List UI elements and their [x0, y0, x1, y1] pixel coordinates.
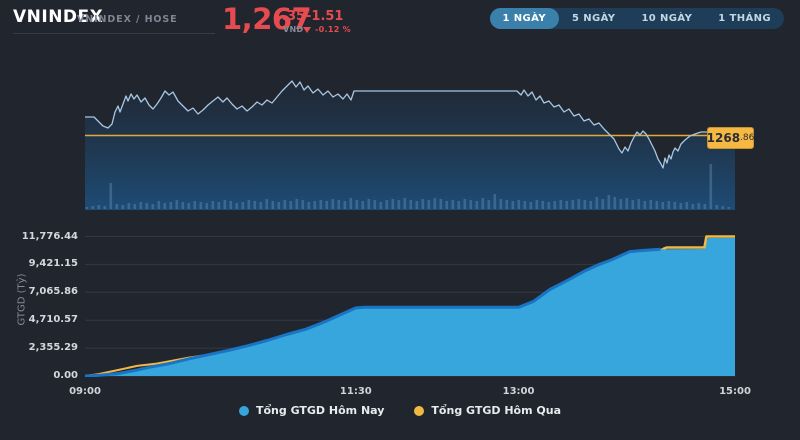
y-tick-label: 7,065.86 [28, 286, 78, 298]
index-subtitle: VNINDEX / HOSE [77, 14, 178, 25]
price-chart[interactable] [85, 60, 735, 210]
tab-1-tháng[interactable]: 1 THÁNG [718, 13, 771, 24]
page-title: VNINDEX [13, 7, 104, 27]
price-area [85, 81, 735, 210]
ref-price-label: 1268.86 [707, 127, 754, 149]
legend-item[interactable]: Tổng GTGD Hôm Nay [238, 404, 385, 417]
legend-label: Tổng GTGD Hôm Nay [255, 404, 385, 417]
x-tick-label: 11:30 [339, 386, 372, 397]
gtgd-yesterday-overlay [663, 235, 735, 250]
chart-legend: Tổng GTGD Hôm Nay Tổng GTGD Hôm Qua [0, 404, 800, 417]
period-tabs: 1 NGÀY 5 NGÀY 10 NGÀY 1 THÁNG [489, 8, 784, 29]
y-tick-label: 0.00 [53, 370, 78, 381]
legend-dot-icon [238, 405, 249, 416]
volume-bars [85, 164, 731, 209]
last-price: 1,267 [222, 2, 312, 36]
currency-label: VND [283, 25, 304, 34]
legend-item[interactable]: Tổng GTGD Hôm Qua [414, 404, 561, 417]
y-tick-label: 2,355.29 [28, 342, 78, 354]
gtgd-chart-svg [84, 235, 735, 378]
y-axis-title: GTGD (Tỷ) [16, 273, 28, 326]
arrow-down-icon [303, 26, 311, 33]
x-tick-label: 15:00 [719, 386, 751, 397]
gtgd-today-area [85, 237, 735, 376]
price-change-percent: -0.12 % [315, 25, 351, 34]
header-divider [13, 33, 215, 34]
gtgd-chart[interactable] [84, 230, 735, 378]
ref-price-decimal: .86 [740, 133, 755, 143]
tab-1-ngày[interactable]: 1 NGÀY [489, 8, 559, 29]
x-tick-label: 13:00 [502, 386, 535, 397]
last-price-decimal: .35 [282, 9, 306, 24]
price-change: -1.51 [306, 9, 344, 24]
price-chart-svg [85, 80, 735, 210]
y-tick-label: 4,710.57 [28, 314, 78, 326]
y-tick-label: 11,776.44 [21, 230, 78, 242]
gtgd-today-stroke [84, 247, 661, 378]
price-change-percent-row: -0.12 % [303, 25, 351, 34]
ref-price-main: 1268 [706, 131, 741, 145]
price-line [85, 80, 735, 169]
x-tick-label: 09:00 [69, 386, 101, 397]
tab-5-ngày[interactable]: 5 NGÀY [571, 13, 616, 24]
legend-label: Tổng GTGD Hôm Qua [431, 404, 562, 417]
tab-10-ngày[interactable]: 10 NGÀY [641, 13, 693, 24]
legend-dot-icon [414, 405, 425, 416]
y-tick-label: 9,421.15 [28, 258, 78, 270]
